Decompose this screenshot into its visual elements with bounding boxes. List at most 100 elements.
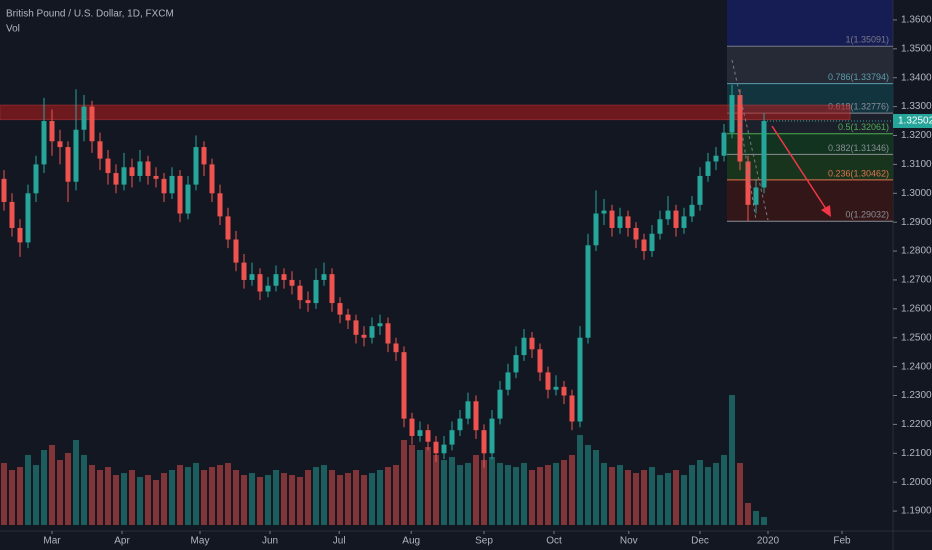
candle-body bbox=[49, 121, 55, 142]
candle-body bbox=[529, 337, 535, 350]
candle-body bbox=[585, 245, 591, 338]
candle-body bbox=[673, 210, 679, 228]
volume-bar bbox=[97, 470, 103, 525]
x-tick-label: Apr bbox=[114, 536, 130, 547]
candle-body bbox=[337, 303, 343, 315]
candle-body bbox=[257, 274, 263, 292]
fib-band bbox=[727, 154, 893, 180]
volume-bar bbox=[665, 473, 671, 525]
arrow-line bbox=[771, 125, 829, 213]
candle-body bbox=[121, 167, 127, 185]
volume-bar bbox=[281, 473, 287, 525]
volume-bar bbox=[209, 467, 215, 525]
trend-dashed bbox=[739, 119, 757, 221]
zone-rect bbox=[0, 104, 851, 121]
volume-bar bbox=[697, 460, 703, 525]
volume-bar bbox=[257, 477, 263, 525]
candles bbox=[1, 84, 767, 468]
candle-body bbox=[225, 216, 231, 240]
candle-body bbox=[81, 106, 87, 130]
volume-bar bbox=[481, 460, 487, 525]
volume-bar bbox=[529, 470, 535, 525]
candle-body bbox=[505, 372, 511, 390]
candle-body bbox=[473, 401, 479, 431]
fib-band bbox=[727, 46, 893, 84]
volume-bar bbox=[161, 473, 167, 525]
volume-bar bbox=[409, 445, 415, 525]
x-tick-label: 2020 bbox=[757, 536, 780, 547]
candle-body bbox=[665, 210, 671, 220]
candle-body bbox=[625, 216, 631, 228]
candle-body bbox=[705, 161, 711, 176]
volume-bar bbox=[721, 455, 727, 525]
volume-bar bbox=[17, 467, 23, 525]
candle-body bbox=[273, 274, 279, 286]
candle-body bbox=[137, 161, 143, 176]
volume-bar bbox=[329, 470, 335, 525]
candle-body bbox=[721, 132, 727, 156]
volume-bar bbox=[89, 465, 95, 525]
candle-body bbox=[65, 147, 71, 182]
volume-bar bbox=[585, 445, 591, 525]
volume-bar bbox=[273, 470, 279, 525]
volume-bar bbox=[633, 473, 639, 525]
candle-body bbox=[745, 161, 751, 205]
volume-bar bbox=[73, 440, 79, 525]
y-tick-label: 1.22000 bbox=[901, 419, 932, 430]
candle-body bbox=[217, 193, 223, 217]
candle-body bbox=[193, 147, 199, 185]
x-tick-label: Jun bbox=[262, 536, 278, 547]
volume-bar bbox=[577, 435, 583, 525]
volume-bar bbox=[353, 470, 359, 525]
candle-body bbox=[641, 239, 647, 252]
volume-bar bbox=[753, 511, 759, 525]
fib-band bbox=[727, 133, 893, 155]
candle-body bbox=[649, 233, 655, 252]
volume-bar bbox=[185, 467, 191, 525]
volume-bar bbox=[385, 467, 391, 525]
candle-body bbox=[761, 121, 767, 188]
candle-body bbox=[57, 141, 63, 148]
candle-body bbox=[281, 274, 287, 280]
candle-body bbox=[393, 343, 399, 353]
resistance-zone bbox=[0, 104, 851, 121]
candle-body bbox=[241, 262, 247, 280]
candle-body bbox=[9, 201, 15, 228]
volume-bar bbox=[601, 463, 607, 525]
candle-body bbox=[1, 178, 7, 202]
candle-body bbox=[457, 418, 463, 431]
candle-body bbox=[513, 355, 519, 373]
x-tick-label: Sep bbox=[475, 536, 493, 547]
candle-body bbox=[305, 300, 311, 304]
candle-body bbox=[481, 430, 487, 454]
volume-bar bbox=[113, 475, 119, 525]
volume-bar bbox=[313, 467, 319, 525]
volume-bar bbox=[497, 463, 503, 525]
candle-body bbox=[97, 141, 103, 159]
x-tick-label: Dec bbox=[691, 536, 709, 547]
volume-bar bbox=[361, 475, 367, 525]
fib-label: 0.5(1.32061) bbox=[838, 122, 889, 132]
volume-bar bbox=[9, 470, 15, 525]
volume-bar bbox=[81, 455, 87, 525]
volume-bar bbox=[49, 445, 55, 525]
volume-bar bbox=[193, 463, 199, 525]
candle-body bbox=[25, 193, 31, 243]
x-tick-label: Mar bbox=[43, 536, 61, 547]
volume-bar bbox=[441, 460, 447, 525]
candle-body bbox=[729, 95, 735, 133]
candle-body bbox=[681, 216, 687, 228]
candle-body bbox=[537, 349, 543, 373]
y-tick-label: 1.25000 bbox=[901, 332, 932, 343]
candle-body bbox=[233, 239, 239, 263]
candle-body bbox=[353, 320, 359, 335]
volume-pane bbox=[1, 395, 767, 525]
candle-body bbox=[33, 164, 39, 194]
candle-body bbox=[561, 386, 567, 396]
volume-bar bbox=[177, 465, 183, 525]
volume-bar bbox=[449, 457, 455, 525]
volume-bar bbox=[513, 467, 519, 525]
fib-label: 0(1.29032) bbox=[845, 210, 889, 220]
y-tick-label: 1.26000 bbox=[901, 303, 932, 314]
